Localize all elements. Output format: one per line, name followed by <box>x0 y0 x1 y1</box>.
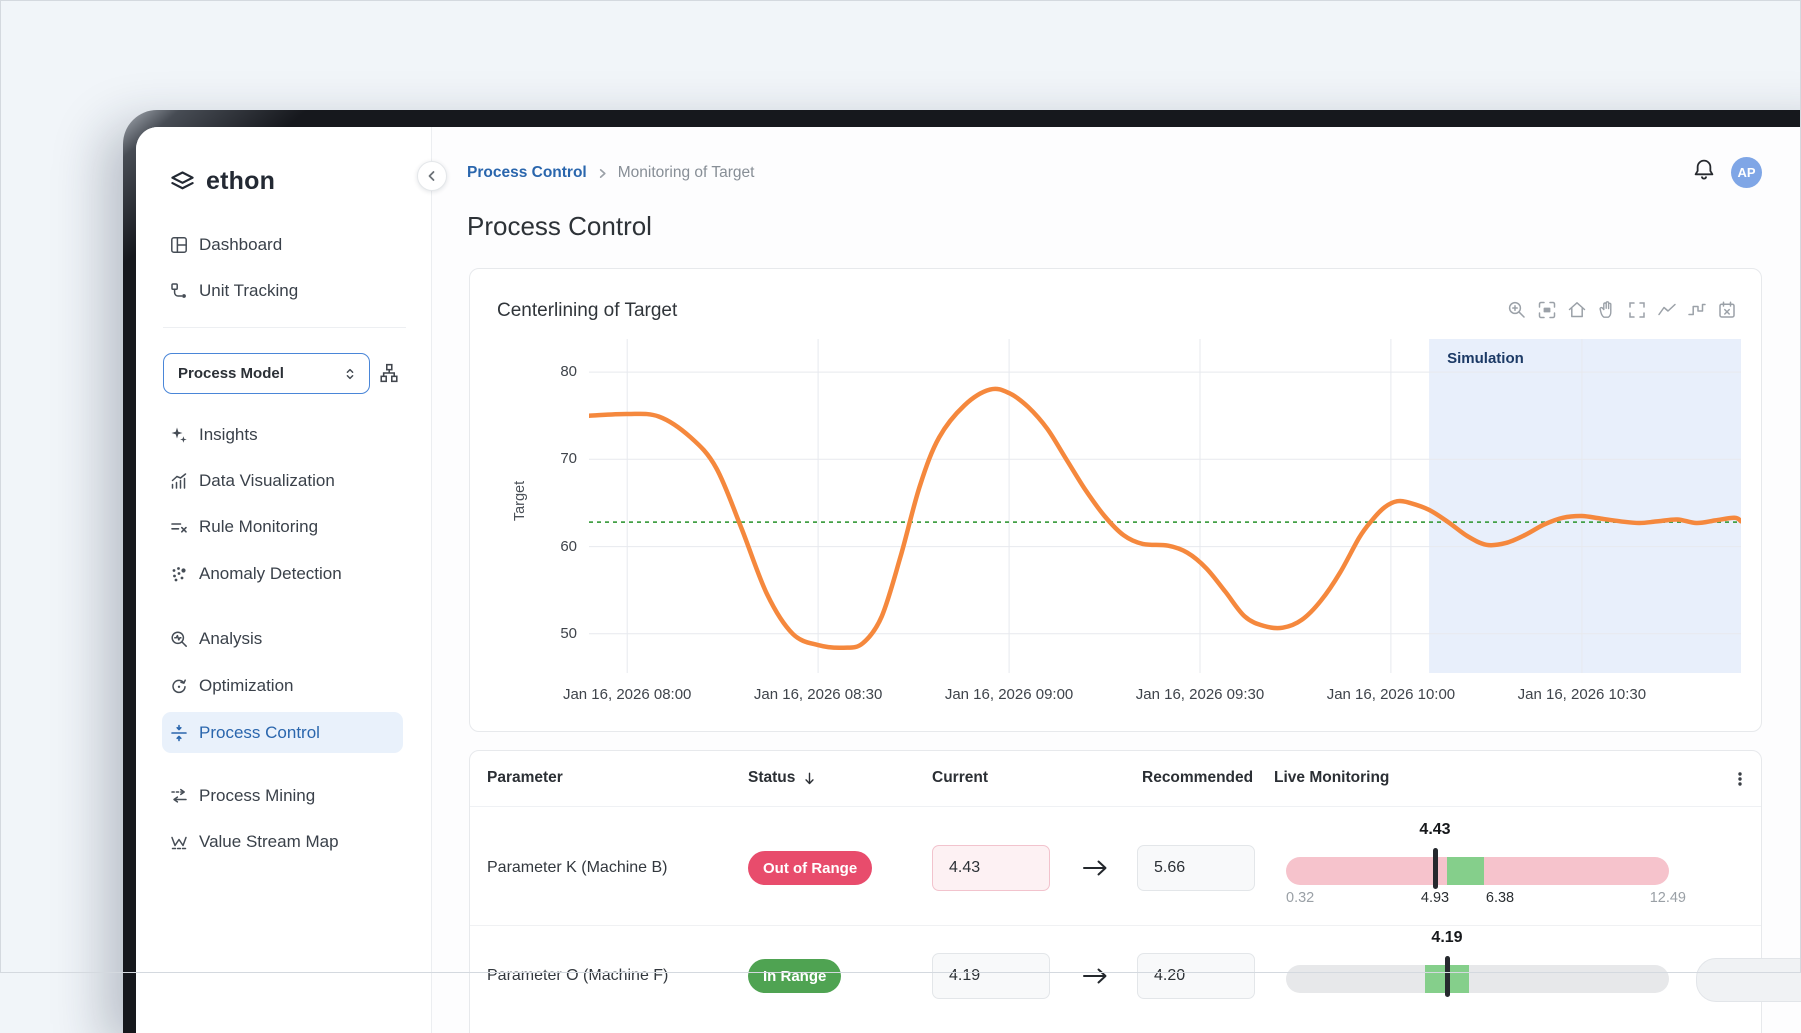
process-mining-icon <box>169 787 188 806</box>
gauge-in-range-segment <box>1447 857 1485 885</box>
y-axis-tick-label: 50 <box>515 625 577 642</box>
floating-widget[interactable] <box>1696 958 1801 1002</box>
current-value-input[interactable]: 4.19 <box>932 953 1050 999</box>
recommended-value-input[interactable]: 5.66 <box>1137 845 1255 891</box>
sort-descending-icon <box>802 771 817 786</box>
gauge-min-label: 0.32 <box>1286 890 1314 906</box>
sidebar-item-unit-tracking[interactable]: Unit Tracking <box>169 276 298 306</box>
column-header-status[interactable]: Status <box>748 769 817 787</box>
chart-svg <box>589 339 1741 673</box>
ethon-logo-icon <box>169 168 196 195</box>
page-title: Process Control <box>467 211 652 242</box>
y-axis-tick-label: 60 <box>515 538 577 555</box>
anomaly-detection-icon <box>169 565 188 584</box>
data-visualization-icon <box>169 472 188 491</box>
brand-logo: ethon <box>169 167 275 196</box>
gauge-high-label: 6.38 <box>1470 890 1530 906</box>
breadcrumb: Process Control Monitoring of Target <box>467 164 754 182</box>
brand-name: ethon <box>206 167 275 196</box>
sidebar: ethon Dashboard Unit Tracking Process Mo… <box>136 127 432 1033</box>
insights-icon <box>169 426 188 445</box>
expand-icon[interactable] <box>1626 299 1647 320</box>
gauge-value-label: 4.43 <box>1395 821 1475 839</box>
sidebar-item-rule-monitoring[interactable]: Rule Monitoring <box>169 512 318 542</box>
y-axis-title: Target <box>512 481 528 521</box>
chevron-right-icon <box>597 168 608 179</box>
gauge-low-label: 4.93 <box>1405 890 1465 906</box>
recommended-value-input[interactable]: 4.20 <box>1137 953 1255 999</box>
parameter-name: Parameter O (Machine F) <box>487 967 668 985</box>
chart-toolbar <box>1506 299 1737 320</box>
unfold-chevrons-icon <box>343 367 357 381</box>
sidebar-divider <box>163 327 406 328</box>
breadcrumb-current: Monitoring of Target <box>618 164 755 182</box>
column-header-live-monitoring: Live Monitoring <box>1274 769 1389 787</box>
arrow-right-icon <box>1081 856 1109 885</box>
current-value-input[interactable]: 4.43 <box>932 845 1050 891</box>
notifications-bell-icon[interactable] <box>1692 158 1718 184</box>
unit-tracking-icon <box>169 282 188 301</box>
chart-plot-area[interactable] <box>589 339 1741 673</box>
live-monitoring-gauge <box>1286 857 1669 885</box>
status-badge: Out of Range <box>748 851 872 885</box>
y-axis-tick-label: 70 <box>515 450 577 467</box>
sidebar-item-data-visualization[interactable]: Data Visualization <box>169 466 335 496</box>
parameter-name: Parameter K (Machine B) <box>487 859 668 877</box>
model-select[interactable]: Process Model <box>163 353 370 394</box>
sidebar-item-value-stream-map[interactable]: Value Stream Map <box>169 827 339 857</box>
zoom-in-icon[interactable] <box>1506 299 1527 320</box>
simulation-region-label: Simulation <box>1447 350 1524 367</box>
column-header-current: Current <box>932 769 988 787</box>
app-screen: ethon Dashboard Unit Tracking Process Mo… <box>136 127 1801 1033</box>
sidebar-item-process-control[interactable]: Process Control <box>162 712 403 753</box>
optimization-icon <box>169 677 188 696</box>
live-monitoring-gauge <box>1286 965 1669 993</box>
y-axis-tick-label: 80 <box>515 363 577 380</box>
pan-hand-icon[interactable] <box>1596 299 1617 320</box>
gauge-max-label: 12.49 <box>1626 890 1686 906</box>
column-header-parameter: Parameter <box>487 769 563 787</box>
laptop-frame: ethon Dashboard Unit Tracking Process Mo… <box>123 110 1801 1033</box>
dashboard-icon <box>169 236 188 255</box>
sidebar-collapse-button[interactable] <box>417 161 447 191</box>
x-axis-tick-label: Jan 16, 2026 09:00 <box>919 686 1099 703</box>
gauge-marker <box>1445 956 1450 997</box>
step-mode-icon[interactable] <box>1686 299 1707 320</box>
value-stream-map-icon <box>169 833 188 852</box>
centerlining-chart-card: Centerlining of Target Target Simulation… <box>469 268 1762 732</box>
sidebar-item-dashboard[interactable]: Dashboard <box>169 230 282 260</box>
autoscale-icon[interactable] <box>1536 299 1557 320</box>
x-axis-tick-label: Jan 16, 2026 08:30 <box>728 686 908 703</box>
chart-title: Centerlining of Target <box>497 300 677 322</box>
column-header-recommended: Recommended <box>1142 769 1253 787</box>
x-axis-tick-label: Jan 16, 2026 10:00 <box>1301 686 1481 703</box>
x-axis-tick-label: Jan 16, 2026 09:30 <box>1110 686 1290 703</box>
row-divider <box>470 925 1761 926</box>
sidebar-item-analysis[interactable]: Analysis <box>169 624 262 654</box>
sidebar-item-process-mining[interactable]: Process Mining <box>169 781 315 811</box>
sidebar-item-anomaly-detection[interactable]: Anomaly Detection <box>169 559 342 589</box>
status-badge: In Range <box>748 959 841 993</box>
rule-monitoring-icon <box>169 518 188 537</box>
model-hierarchy-button[interactable] <box>379 363 401 385</box>
x-axis-tick-label: Jan 16, 2026 10:30 <box>1492 686 1672 703</box>
table-header-divider <box>470 806 1761 807</box>
parameters-table-card: Parameter Status Current Recommended Liv… <box>469 750 1762 1033</box>
arrow-right-icon <box>1081 964 1109 993</box>
line-mode-icon[interactable] <box>1656 299 1677 320</box>
table-options-kebab-icon[interactable] <box>1728 765 1752 793</box>
breadcrumb-parent-link[interactable]: Process Control <box>467 164 587 182</box>
gauge-value-label: 4.19 <box>1407 929 1487 947</box>
gauge-marker <box>1433 848 1438 889</box>
date-range-icon[interactable] <box>1716 299 1737 320</box>
user-avatar[interactable]: AP <box>1731 157 1762 188</box>
sidebar-item-insights[interactable]: Insights <box>169 420 258 450</box>
process-control-icon <box>169 723 188 742</box>
home-icon[interactable] <box>1566 299 1587 320</box>
sidebar-item-optimization[interactable]: Optimization <box>169 671 293 701</box>
analysis-icon <box>169 630 188 649</box>
x-axis-tick-label: Jan 16, 2026 08:00 <box>537 686 717 703</box>
